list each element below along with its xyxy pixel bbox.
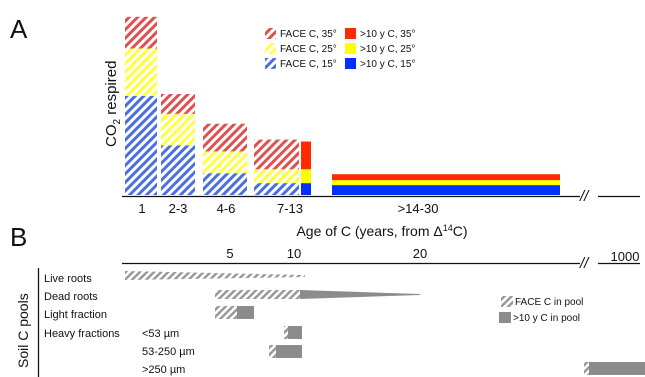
panel-b-pool-labels: Live roots Dead roots Light fraction Hea… [44, 273, 195, 376]
legend-swatch [499, 312, 511, 323]
heavy-coarse-old-c-bar [589, 362, 645, 375]
dead-roots-old-c-bar [300, 290, 420, 299]
legend-label: FACE C, 25° [280, 44, 337, 55]
x-tick-label: 7-13 [277, 201, 303, 216]
x-tick-label: 1 [138, 201, 145, 216]
pool-sublabel: >250 µm [142, 364, 185, 376]
panel-a-bars [125, 16, 560, 195]
panel-b-label: B [10, 222, 27, 252]
legend-label: FACE C, 35° [280, 29, 337, 40]
bar-old-c->14-30 [332, 180, 560, 186]
b-tick-label: 1000 [611, 249, 640, 264]
bar-old-c-7-13 [301, 169, 311, 184]
heavy-mid-face-c-bar [269, 345, 276, 358]
light-fraction-face-c-bar [215, 306, 237, 319]
bar-face-c-2-3 [161, 113, 195, 146]
panel-b-bars [125, 271, 645, 375]
legend-label: FACE C in pool [515, 297, 583, 308]
pool-label: Live roots [44, 273, 92, 285]
panel-b-legend: FACE C in pool >10 y C in pool [499, 296, 583, 324]
bar-face-c-4-6 [203, 151, 247, 174]
bar-face-c-2-3 [161, 145, 195, 195]
bar-face-c-4-6 [203, 173, 247, 195]
bar-old-c->14-30 [332, 174, 560, 181]
panel-a-x-axis-label: Age of C (years, from Δ14C) [296, 223, 467, 239]
panel-a-x-tick-labels: 1 2-3 4-6 7-13 >14-30 [138, 201, 438, 216]
panel-b-tick-labels: 5 10 20 1000 [226, 246, 639, 264]
live-roots-face-c-bar [125, 271, 305, 280]
pool-sublabel: 53-250 µm [142, 346, 195, 358]
panel-b-y-axis-label: Soil C pools [15, 293, 31, 368]
bar-face-c-7-13 [254, 183, 299, 195]
panel-a-y-axis-label: CO2 respired [103, 61, 123, 147]
dead-roots-face-c-bar [215, 290, 300, 299]
b-tick-label: 10 [287, 246, 301, 261]
legend-swatch [265, 43, 276, 54]
bar-old-c-7-13 [301, 183, 311, 195]
bar-old-c-7-13 [301, 141, 311, 170]
x-tick-label: 2-3 [169, 201, 188, 216]
legend-label: >10 y C, 35° [360, 29, 415, 40]
panel-a-axis-break: // [579, 188, 590, 205]
heavy-coarse-face-c-bar [584, 362, 589, 375]
legend-label: FACE C, 15° [280, 59, 337, 70]
bar-face-c-1 [125, 16, 157, 49]
legend-swatch [265, 58, 276, 69]
bar-face-c-1 [125, 96, 157, 195]
b-tick-label: 5 [226, 246, 233, 261]
bar-old-c->14-30 [332, 185, 560, 195]
bar-face-c-4-6 [203, 123, 247, 152]
legend-swatch [345, 28, 356, 39]
heavy-fine-face-c-bar [284, 326, 288, 339]
bar-face-c-2-3 [161, 94, 195, 114]
x-tick-label: 4-6 [217, 201, 236, 216]
panel-a-legend: FACE C, 35° >10 y C, 35° FACE C, 25° >10… [265, 28, 415, 70]
heavy-fine-old-c-bar [288, 326, 302, 339]
x-tick-label: >14-30 [398, 201, 439, 216]
b-tick-label: 20 [413, 246, 427, 261]
legend-swatch [265, 28, 276, 39]
bar-face-c-7-13 [254, 139, 299, 170]
panel-a-label: A [10, 14, 28, 44]
legend-swatch [345, 58, 356, 69]
pool-label: Light fraction [44, 309, 107, 321]
legend-swatch [345, 43, 356, 54]
heavy-mid-old-c-bar [276, 345, 302, 358]
bar-face-c-1 [125, 48, 157, 96]
legend-label: >10 y C, 15° [360, 59, 415, 70]
legend-label: >10 y C, 25° [360, 44, 415, 55]
legend-swatch [501, 296, 513, 307]
pool-sublabel: <53 µm [142, 328, 179, 340]
bar-face-c-7-13 [254, 169, 299, 184]
light-fraction-old-c-bar [237, 306, 254, 319]
panel-b-axis-break: // [579, 255, 590, 272]
pool-label: Heavy fractions [44, 328, 120, 340]
legend-label: >10 y C in pool [513, 313, 580, 324]
pool-label: Dead roots [44, 291, 98, 303]
